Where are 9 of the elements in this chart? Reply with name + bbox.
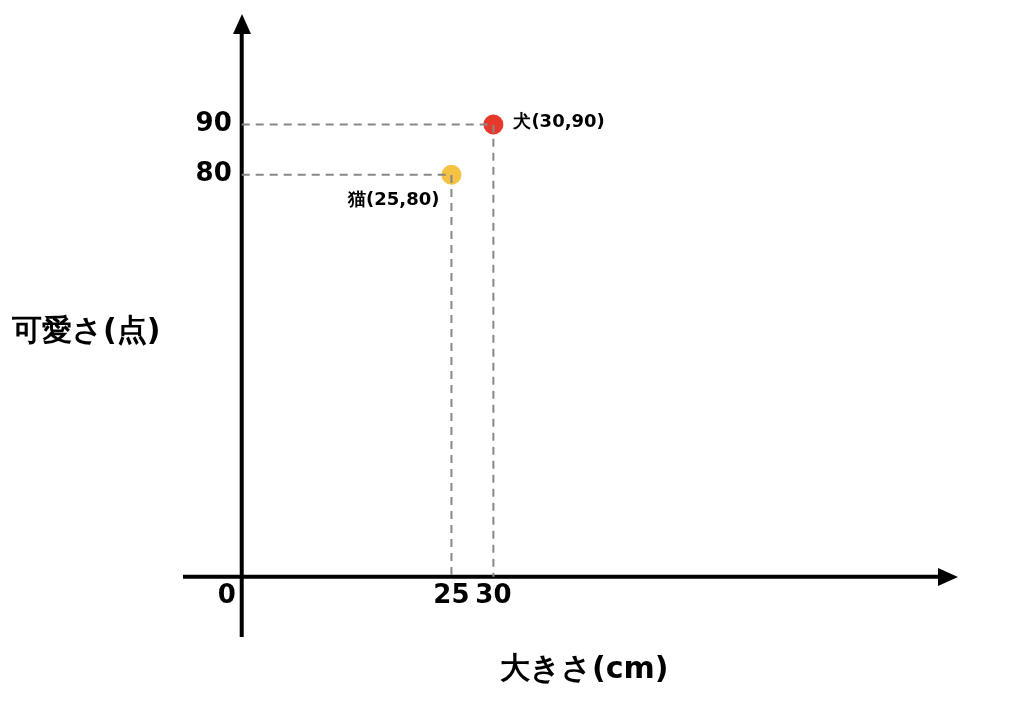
x-axis-title: 大きさ(cm) <box>500 649 669 687</box>
x-tick-label: 0 <box>217 579 236 610</box>
y-axis-title: 可愛さ(点) <box>12 311 161 349</box>
y-tick-label: 90 <box>195 107 232 138</box>
x-tick-label: 25 <box>433 579 470 610</box>
x-tick-label: 30 <box>475 579 512 610</box>
annotation: 猫(25,80) <box>347 188 440 210</box>
annotation: 犬(30,90) <box>512 110 605 132</box>
y-tick-label: 80 <box>195 157 232 188</box>
